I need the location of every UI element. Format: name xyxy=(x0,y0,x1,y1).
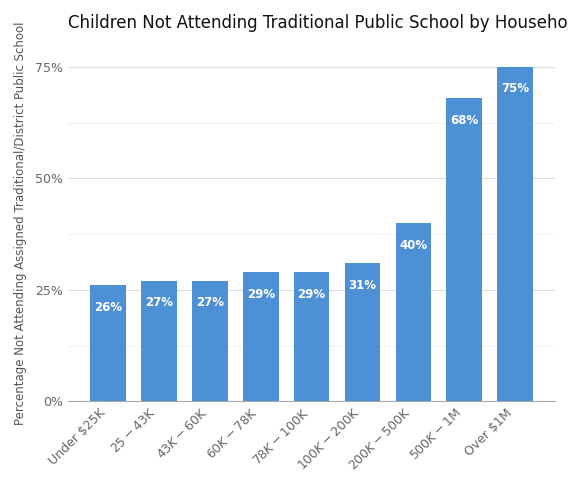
Text: 27%: 27% xyxy=(145,297,173,310)
Text: Children Not Attending Traditional Public School by Household Income: Children Not Attending Traditional Publi… xyxy=(68,14,569,32)
Bar xyxy=(141,281,177,401)
Bar xyxy=(192,281,228,401)
Text: 29%: 29% xyxy=(298,288,325,300)
Text: 68%: 68% xyxy=(450,113,479,127)
Bar xyxy=(395,223,431,401)
Text: 75%: 75% xyxy=(501,82,529,95)
Bar xyxy=(243,272,278,401)
Text: 27%: 27% xyxy=(196,297,224,310)
Bar xyxy=(447,98,482,401)
Text: 40%: 40% xyxy=(399,239,427,251)
Bar xyxy=(497,67,533,401)
Bar xyxy=(345,263,380,401)
Text: 29%: 29% xyxy=(246,288,275,300)
Bar xyxy=(90,285,126,401)
Text: 31%: 31% xyxy=(348,279,377,292)
Text: 26%: 26% xyxy=(94,301,122,314)
Bar xyxy=(294,272,329,401)
Y-axis label: Percentage Not Attending Assigned Traditional/District Public School: Percentage Not Attending Assigned Tradit… xyxy=(14,21,27,425)
